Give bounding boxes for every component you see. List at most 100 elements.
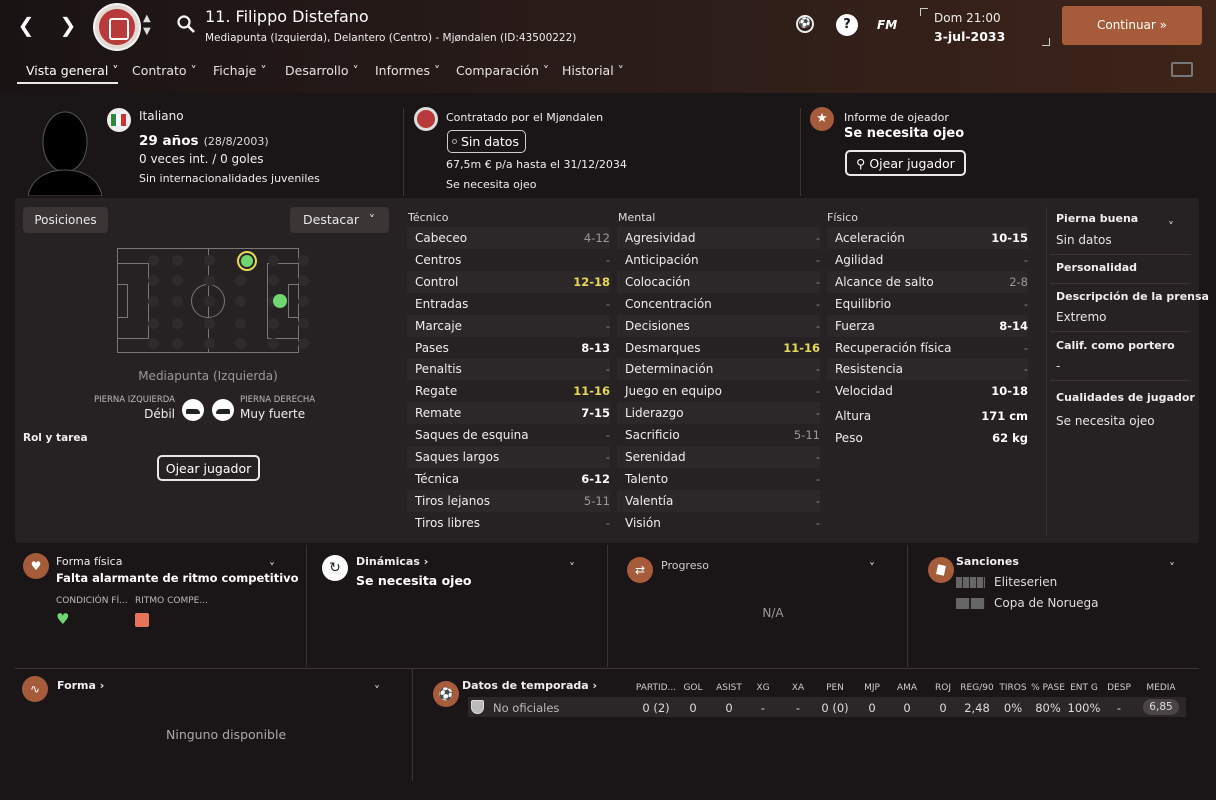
season-header[interactable]: XA: [791, 683, 805, 693]
attribute-row[interactable]: Talento -: [617, 468, 820, 490]
active-tab-underline: [17, 82, 118, 84]
tab-comparacion[interactable]: Comparación ˅: [456, 63, 550, 78]
chevron-down-icon[interactable]: ˅: [869, 561, 875, 575]
attribute-row[interactable]: Entradas -: [407, 293, 610, 315]
attribute-row[interactable]: Regate 11-16: [407, 380, 610, 402]
attribute-row[interactable]: Equilibrio -: [827, 293, 1028, 315]
season-header[interactable]: PEN: [826, 683, 844, 693]
chevron-down-icon[interactable]: ˅: [1169, 561, 1175, 575]
season-header[interactable]: XG: [756, 683, 770, 693]
pitch-position-dot: [148, 318, 159, 329]
tab-desarrollo[interactable]: Desarrollo ˅: [285, 63, 359, 78]
scout-player-button[interactable]: ⚲ Ojear jugador: [845, 150, 966, 176]
club-badge-icon[interactable]: [95, 5, 139, 49]
attribute-row[interactable]: Aceleración 10-15: [827, 227, 1028, 249]
attribute-row[interactable]: Concentración -: [617, 293, 820, 315]
contract-status-pill[interactable]: Sin datos: [447, 130, 526, 153]
attribute-row[interactable]: Desmarques 11-16: [617, 337, 820, 359]
position-marker-primary[interactable]: [237, 251, 257, 271]
pitch-position-dot: [268, 338, 279, 349]
attribute-row[interactable]: Marcaje -: [407, 314, 610, 337]
attribute-row[interactable]: Resistencia -: [827, 358, 1028, 381]
season-header[interactable]: % PASE: [1031, 683, 1065, 693]
attribute-row[interactable]: Tiros libres -: [407, 512, 610, 534]
season-header[interactable]: ROJ: [935, 683, 951, 693]
season-header[interactable]: MEDIA: [1146, 683, 1176, 693]
season-title[interactable]: Datos de temporada ›: [462, 679, 598, 692]
attribute-name: Marcaje: [415, 318, 463, 333]
chevron-down-icon[interactable]: ˅: [374, 684, 380, 698]
attribute-row[interactable]: Visión -: [617, 512, 820, 534]
tab-historial[interactable]: Historial ˅: [562, 63, 624, 78]
attribute-row[interactable]: Serenidad -: [617, 446, 820, 468]
continue-label: Continuar: [1096, 18, 1156, 32]
tab-vista-general[interactable]: Vista general ˅: [26, 63, 119, 78]
ball-icon[interactable]: ⚽: [796, 15, 814, 33]
attribute-row[interactable]: Pases 8-13: [407, 337, 610, 359]
attribute-row[interactable]: Saques de esquina -: [407, 424, 610, 446]
season-header[interactable]: REG/90: [960, 683, 994, 693]
attribute-row[interactable]: Agilidad -: [827, 249, 1028, 271]
attribute-name: Técnica: [415, 471, 460, 486]
player-subtitle: Mediapunta (Izquierda), Delantero (Centr…: [205, 32, 577, 44]
attribute-row[interactable]: Valentía -: [617, 489, 820, 512]
scout-player-button-2[interactable]: Ojear jugador: [157, 455, 260, 481]
attribute-row[interactable]: Fuerza 8-14: [827, 314, 1028, 337]
attribute-row[interactable]: Agresividad -: [617, 227, 820, 249]
forward-arrow-icon[interactable]: ❯: [59, 13, 77, 37]
attribute-name: Concentración: [625, 296, 712, 311]
attribute-row[interactable]: Cabeceo 4-12: [407, 227, 610, 249]
dynamics-value: Se necesita ojeo: [356, 573, 472, 588]
continue-button[interactable]: Continuar »: [1062, 6, 1202, 45]
season-header[interactable]: ASIST: [716, 683, 742, 693]
attribute-row[interactable]: Colocación -: [617, 270, 820, 293]
season-header[interactable]: DESP: [1107, 683, 1131, 693]
attribute-row[interactable]: Saques largos -: [407, 446, 610, 468]
highlight-dropdown[interactable]: Destacar ˅: [290, 207, 389, 233]
attribute-value: 7-15: [581, 406, 610, 421]
attribute-row[interactable]: Remate 7-15: [407, 402, 610, 425]
attribute-row[interactable]: Anticipación -: [617, 249, 820, 271]
attribute-row[interactable]: Juego en equipo -: [617, 380, 820, 402]
tab-fichaje[interactable]: Fichaje ˅: [213, 63, 267, 78]
form-title[interactable]: Forma ›: [57, 679, 105, 692]
attribute-row[interactable]: Técnica 6-12: [407, 468, 610, 490]
attribute-row[interactable]: Sacrificio 5-11: [617, 424, 820, 446]
position-marker-secondary[interactable]: [273, 294, 287, 308]
search-icon[interactable]: [176, 14, 196, 34]
tab-informes[interactable]: Informes ˅: [375, 63, 441, 78]
attribute-row[interactable]: Centros -: [407, 249, 610, 271]
attribute-row[interactable]: Control 12-18: [407, 270, 610, 293]
flag-italy-icon: [107, 108, 131, 132]
player-stepper[interactable]: ▲ ▼: [143, 12, 151, 38]
mental-title: Mental: [618, 211, 656, 224]
attribute-row[interactable]: Determinación -: [617, 358, 820, 381]
tab-contrato[interactable]: Contrato ˅: [132, 63, 197, 78]
help-icon[interactable]: ?: [836, 14, 858, 36]
season-header[interactable]: GOL: [683, 683, 703, 693]
season-header[interactable]: PARTID...: [635, 683, 677, 693]
chevron-down-icon[interactable]: ˅: [269, 561, 275, 575]
chevron-up-icon[interactable]: ▲: [143, 13, 151, 24]
fm-logo[interactable]: FM: [877, 18, 898, 32]
attribute-row[interactable]: Decisiones -: [617, 314, 820, 337]
attribute-row[interactable]: Tiros lejanos 5-11: [407, 489, 610, 512]
season-header[interactable]: ENT G: [1070, 683, 1098, 693]
season-header[interactable]: MJP: [864, 683, 880, 693]
season-row[interactable]: [468, 697, 1186, 717]
attribute-row[interactable]: Velocidad 10-18: [827, 380, 1028, 402]
chevron-down-icon[interactable]: ˅: [1168, 220, 1174, 234]
positions-tab[interactable]: Posiciones: [23, 207, 108, 233]
dynamics-title[interactable]: Dinámicas ›: [356, 555, 429, 568]
attribute-row[interactable]: Liderazgo -: [617, 402, 820, 425]
attribute-row[interactable]: Penaltis -: [407, 358, 610, 381]
monitor-icon[interactable]: [1171, 62, 1193, 77]
chevron-down-icon[interactable]: ▼: [143, 26, 151, 37]
attribute-row[interactable]: Recuperación física -: [827, 337, 1028, 359]
back-arrow-icon[interactable]: ❮: [17, 13, 35, 37]
season-header[interactable]: AMA: [896, 683, 918, 693]
progress-arrows-icon: ⇄: [627, 557, 653, 583]
chevron-down-icon[interactable]: ˅: [569, 561, 575, 575]
season-header[interactable]: TIROS: [999, 683, 1027, 693]
attribute-row[interactable]: Alcance de salto 2-8: [827, 270, 1028, 293]
